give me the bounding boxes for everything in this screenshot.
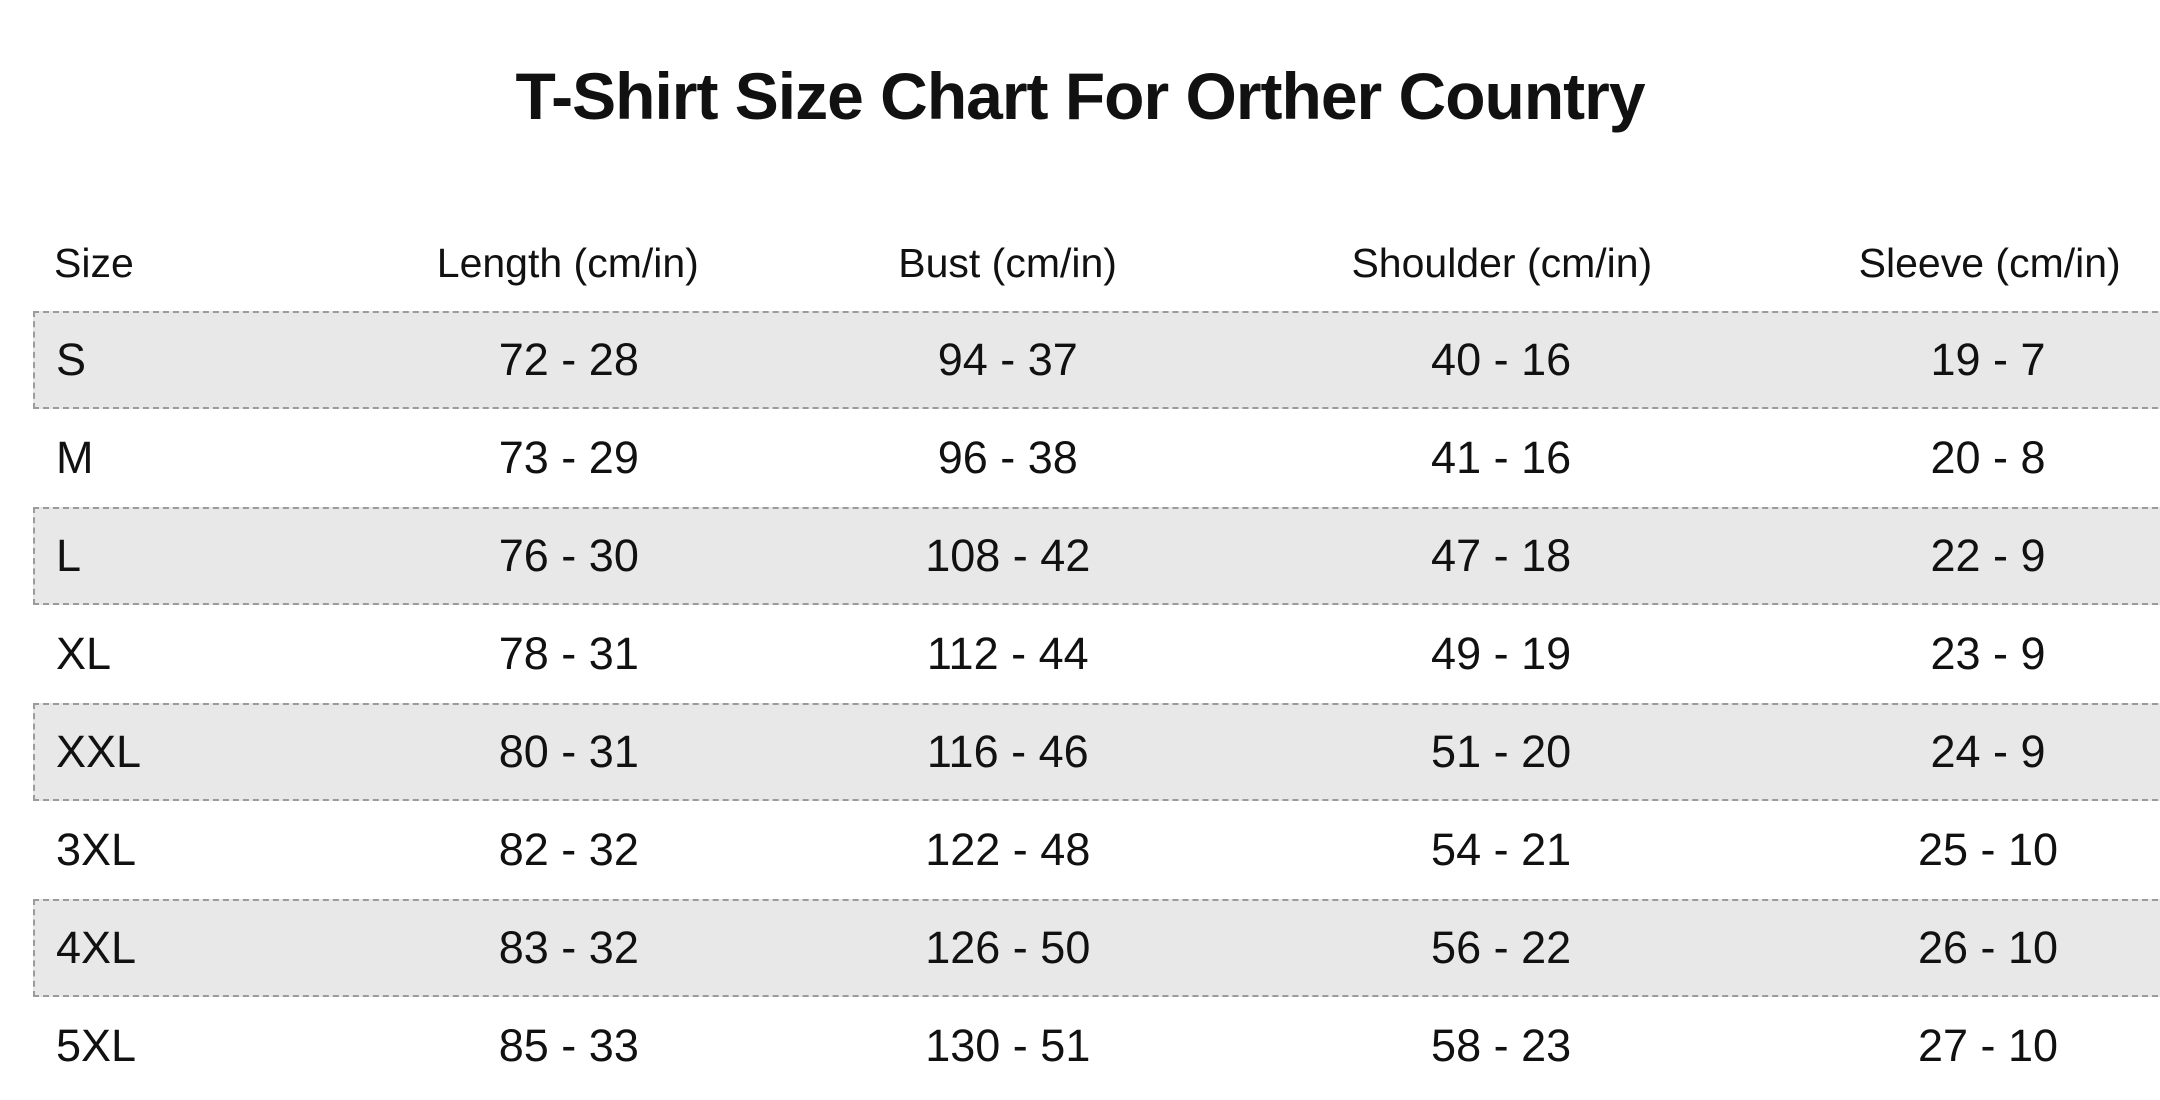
table-row: XL 78 - 31 112 - 44 49 - 19 23 - 9 [33, 605, 2160, 703]
length-cell: 80 - 31 [498, 726, 639, 777]
column-header-shoulder: Shoulder (cm/in) [1351, 239, 1653, 286]
sleeve-cell: 25 - 10 [1917, 824, 2059, 875]
table-row: L 76 - 30 108 - 42 47 - 18 22 - 9 [33, 507, 2160, 605]
sleeve-cell: 27 - 10 [1917, 1020, 2059, 1071]
page-title: T-Shirt Size Chart For Orther Country [515, 59, 1645, 133]
size-cell: XXL [56, 726, 142, 777]
length-cell: 83 - 32 [498, 922, 639, 973]
length-cell: 72 - 28 [498, 334, 639, 385]
table-row: 5XL 85 - 33 130 - 51 58 - 23 27 - 10 [33, 997, 2160, 1095]
length-cell: 82 - 32 [498, 824, 639, 875]
length-cell: 73 - 29 [498, 432, 639, 483]
sleeve-cell: 24 - 9 [1930, 726, 2046, 777]
length-cell: 85 - 33 [498, 1020, 639, 1071]
column-header-sleeve: Sleeve (cm/in) [1858, 239, 2121, 286]
size-cell: XL [56, 628, 112, 679]
bust-cell: 94 - 37 [937, 334, 1078, 385]
size-cell: 4XL [56, 922, 137, 973]
table-row: XXL 80 - 31 116 - 46 51 - 20 24 - 9 [33, 703, 2160, 801]
size-cell: S [56, 334, 87, 385]
shoulder-cell: 51 - 20 [1431, 726, 1572, 777]
shoulder-cell: 58 - 23 [1431, 1020, 1572, 1071]
shoulder-cell: 56 - 22 [1431, 922, 1572, 973]
sleeve-cell: 20 - 8 [1930, 432, 2046, 483]
bust-cell: 126 - 50 [925, 922, 1091, 973]
bust-cell: 108 - 42 [925, 530, 1091, 581]
size-cell: 5XL [56, 1020, 137, 1071]
shoulder-cell: 40 - 16 [1431, 334, 1572, 385]
bust-cell: 130 - 51 [925, 1020, 1091, 1071]
length-cell: 78 - 31 [498, 628, 639, 679]
size-cell: L [56, 530, 82, 581]
sleeve-cell: 23 - 9 [1930, 628, 2046, 679]
table-header-row: Size Length (cm/in) Bust (cm/in) Shoulde… [33, 215, 2160, 311]
shoulder-cell: 49 - 19 [1431, 628, 1572, 679]
sleeve-cell: 26 - 10 [1917, 922, 2059, 973]
table-row: M 73 - 29 96 - 38 41 - 16 20 - 8 [33, 409, 2160, 507]
column-header-length: Length (cm/in) [436, 239, 699, 286]
sleeve-cell: 22 - 9 [1930, 530, 2046, 581]
column-header-size: Size [54, 239, 134, 286]
size-cell: M [56, 432, 94, 483]
column-header-bust: Bust (cm/in) [898, 239, 1117, 286]
shoulder-cell: 41 - 16 [1431, 432, 1572, 483]
shoulder-cell: 54 - 21 [1431, 824, 1572, 875]
bust-cell: 122 - 48 [925, 824, 1091, 875]
table-row: 3XL 82 - 32 122 - 48 54 - 21 25 - 10 [33, 801, 2160, 899]
size-cell: 3XL [56, 824, 137, 875]
table-row: 4XL 83 - 32 126 - 50 56 - 22 26 - 10 [33, 899, 2160, 997]
table-row: S 72 - 28 94 - 37 40 - 16 19 - 7 [33, 311, 2160, 409]
shoulder-cell: 47 - 18 [1431, 530, 1572, 581]
bust-cell: 112 - 44 [926, 628, 1089, 679]
sleeve-cell: 19 - 7 [1930, 334, 2046, 385]
length-cell: 76 - 30 [498, 530, 639, 581]
bust-cell: 96 - 38 [937, 432, 1078, 483]
size-chart-table: Size Length (cm/in) Bust (cm/in) Shoulde… [33, 215, 2160, 1095]
bust-cell: 116 - 46 [926, 726, 1089, 777]
